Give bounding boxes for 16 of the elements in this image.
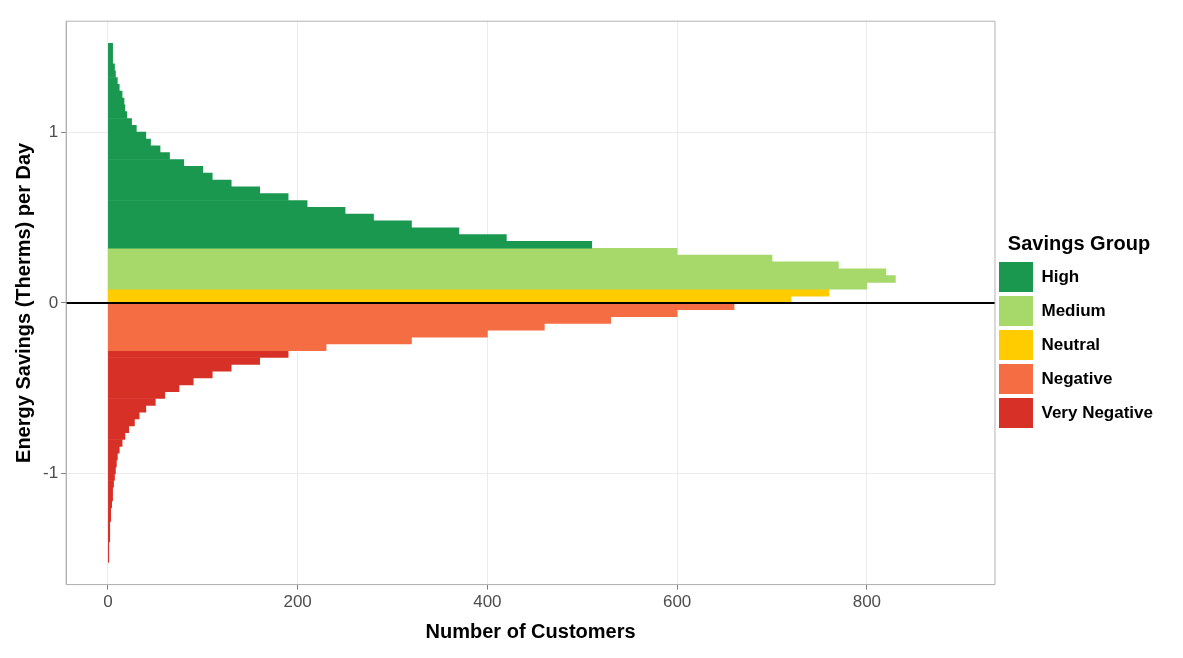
y-axis-title: Energy Savings (Therms) per Day bbox=[11, 141, 34, 463]
legend-label: Neutral bbox=[1041, 334, 1101, 354]
y-tick-label: -1 bbox=[42, 463, 59, 483]
x-tick-label: 800 bbox=[852, 592, 882, 612]
y-tick-label: 0 bbox=[48, 292, 59, 312]
legend-label: Very Negative bbox=[1041, 402, 1153, 422]
x-tick-label: 200 bbox=[283, 592, 312, 612]
x-tick-label: 400 bbox=[473, 592, 502, 612]
x-axis-title: Number of Customers bbox=[425, 619, 636, 642]
x-tick-label: 600 bbox=[662, 592, 692, 612]
legend-label: Negative bbox=[1041, 368, 1113, 388]
legend-title: Savings Group bbox=[1007, 231, 1151, 254]
y-tick-label: 1 bbox=[48, 121, 59, 141]
legend-label: High bbox=[1041, 266, 1080, 286]
x-tick-label: 0 bbox=[103, 592, 113, 612]
legend-label: Medium bbox=[1041, 300, 1106, 320]
